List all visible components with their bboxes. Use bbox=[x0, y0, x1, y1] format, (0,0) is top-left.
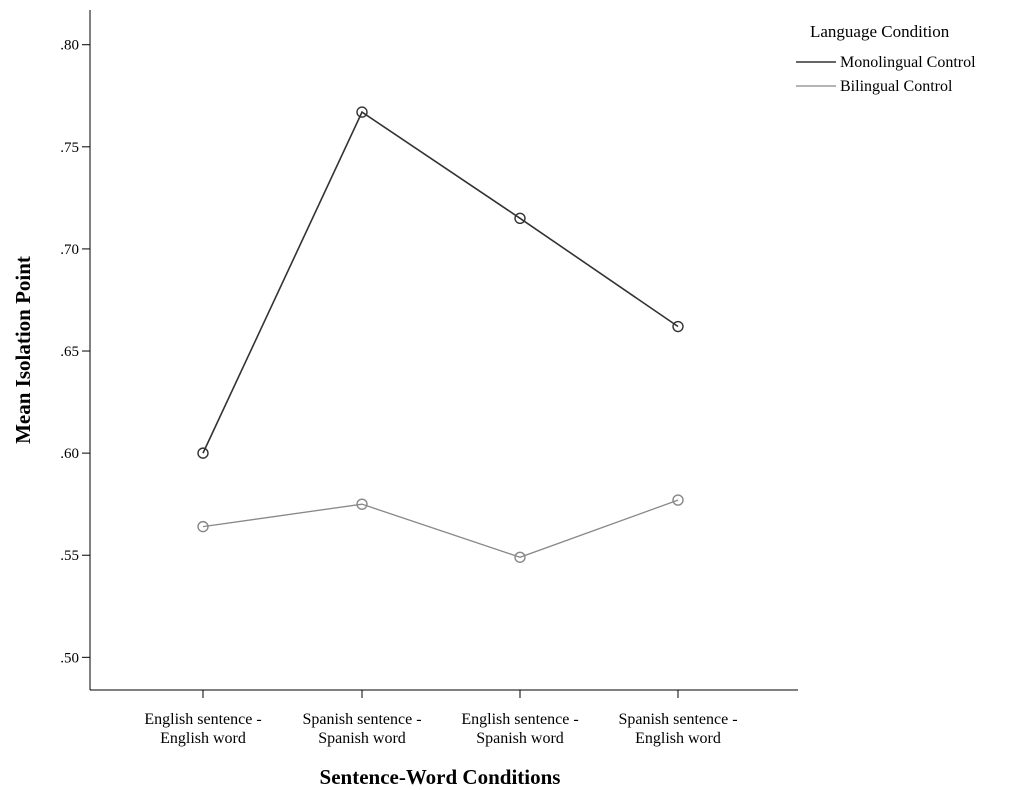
y-tick-label: .75 bbox=[60, 140, 79, 156]
legend-label: Monolingual Control bbox=[840, 54, 976, 71]
data-point bbox=[514, 551, 526, 563]
y-tick-label: .80 bbox=[60, 38, 79, 54]
series-line bbox=[202, 110, 679, 454]
data-point bbox=[356, 106, 368, 118]
data-point bbox=[197, 520, 209, 533]
y-tick-label: .55 bbox=[60, 548, 79, 564]
y-axis-title: Mean Isolation Point bbox=[11, 256, 35, 444]
y-tick-label: .50 bbox=[60, 650, 79, 666]
legend: Language Condition Monolingual Control Bi… bbox=[796, 22, 976, 95]
x-tick-label: Spanish word bbox=[476, 730, 564, 747]
data-point bbox=[672, 320, 684, 333]
axes bbox=[89, 10, 798, 691]
x-axis-title: Sentence-Word Conditions bbox=[320, 765, 561, 789]
y-tick-label: .60 bbox=[60, 446, 79, 462]
data-point bbox=[197, 447, 209, 459]
x-tick-label: English word bbox=[635, 730, 721, 747]
legend-label: Bilingual Control bbox=[840, 78, 953, 95]
data-point bbox=[356, 498, 368, 510]
x-tick-label: Spanish sentence - bbox=[302, 711, 421, 728]
series-layer bbox=[197, 106, 684, 563]
series-bilingual-control bbox=[197, 494, 684, 563]
x-tick-label: Spanish word bbox=[318, 730, 406, 747]
y-tick-label: .65 bbox=[60, 344, 79, 360]
legend-title: Language Condition bbox=[810, 22, 950, 41]
data-point bbox=[514, 212, 526, 224]
y-tick-label: .70 bbox=[60, 242, 79, 258]
series-line bbox=[202, 499, 679, 558]
x-tick-label: English sentence - bbox=[461, 711, 578, 728]
legend-items: Monolingual Control Bilingual Control bbox=[796, 54, 976, 95]
x-tick-label: Spanish sentence - bbox=[618, 711, 737, 728]
y-ticks: .50 .55 .60 .65 .70 .75 .80 bbox=[60, 38, 90, 666]
x-tick-label: English sentence - bbox=[144, 711, 261, 728]
x-tick-label: English word bbox=[160, 730, 246, 747]
series-monolingual-control bbox=[197, 106, 684, 459]
x-ticks: English sentence - English word Spanish se… bbox=[144, 690, 738, 747]
data-point bbox=[672, 494, 684, 506]
